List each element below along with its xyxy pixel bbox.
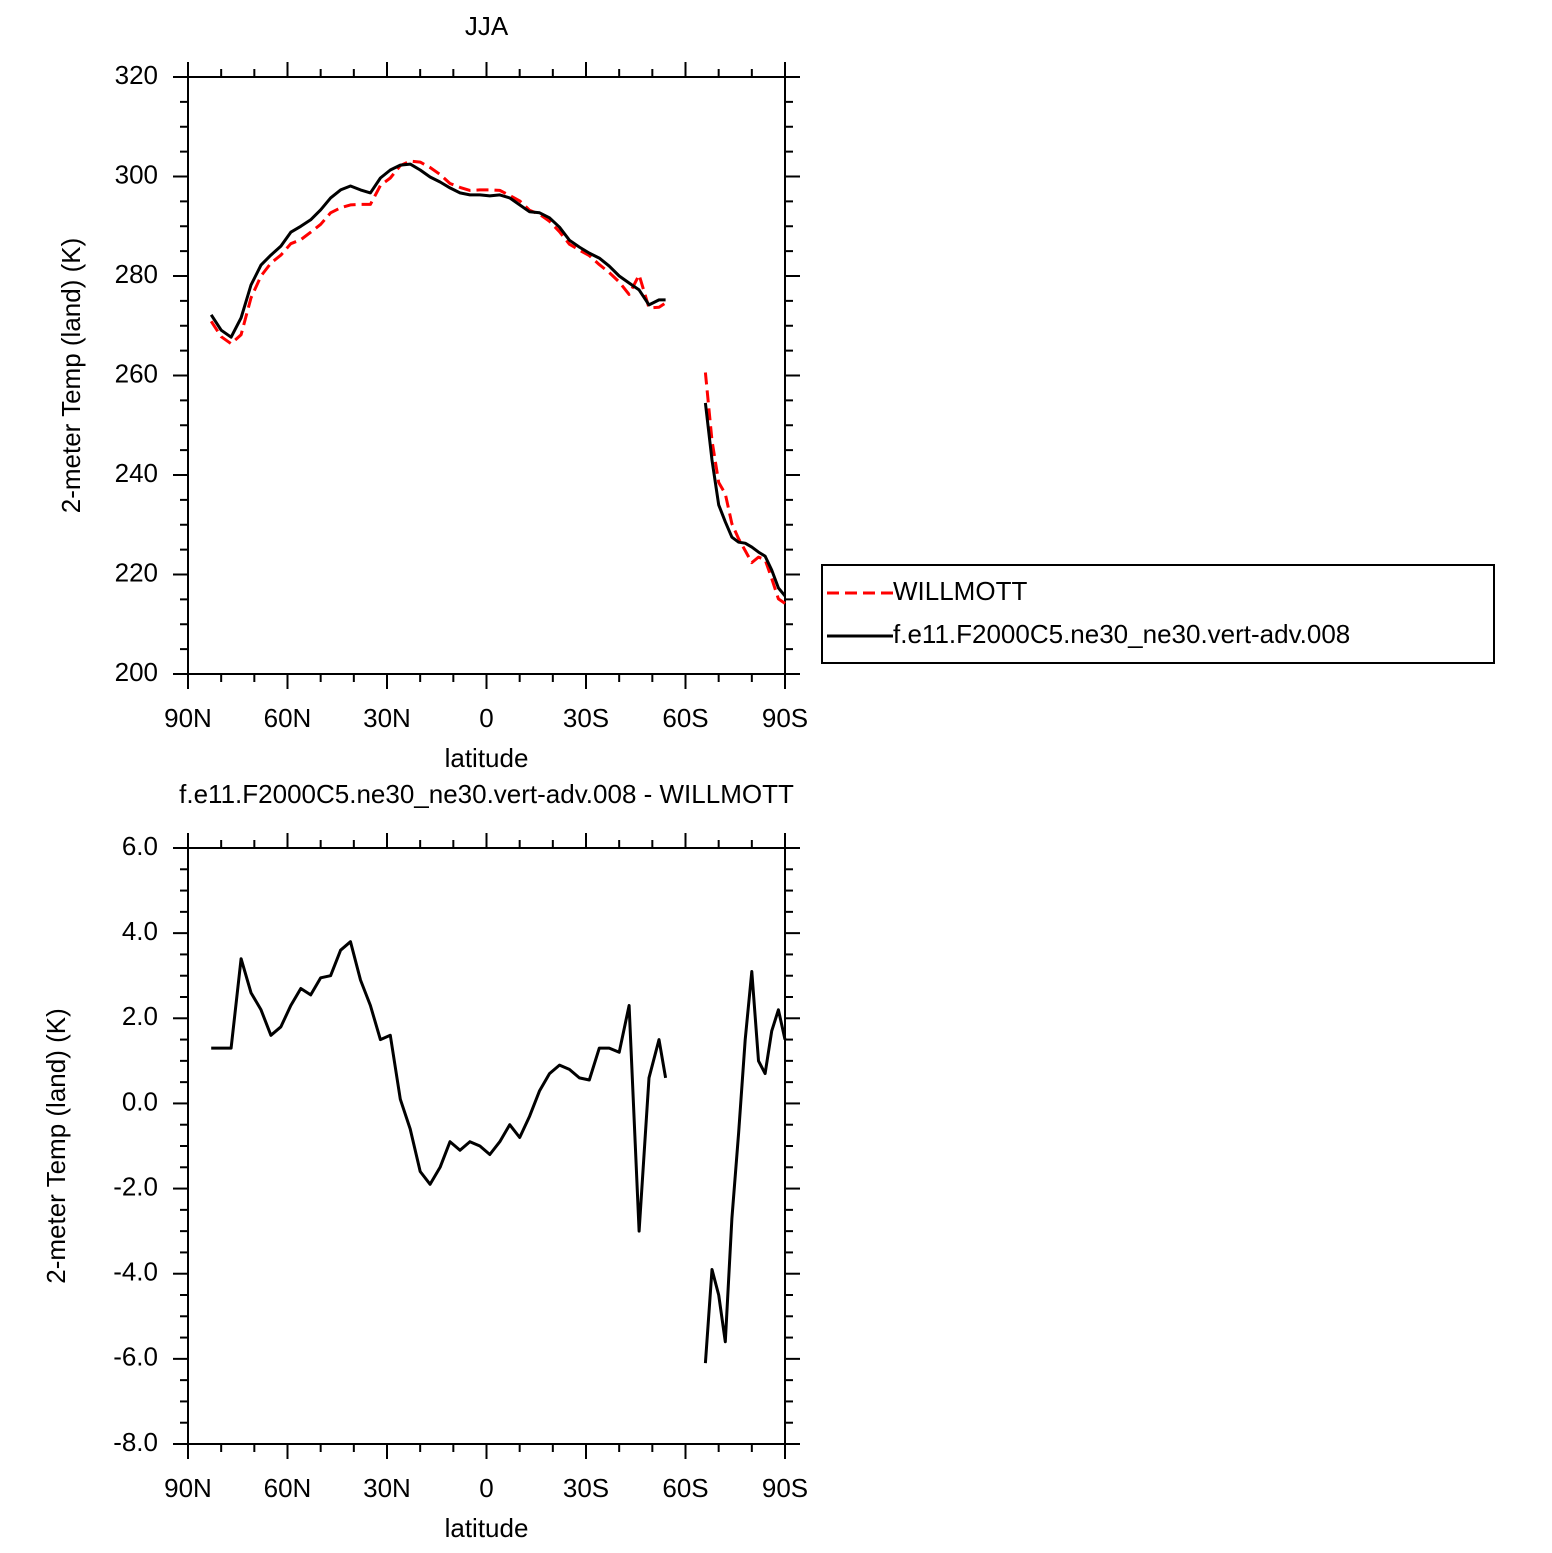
x-tick-label: 90S bbox=[762, 703, 808, 733]
y-axis-label: 2-meter Temp (land) (K) bbox=[41, 1008, 71, 1284]
x-tick-label: 60S bbox=[662, 1473, 708, 1503]
y-tick-label: 240 bbox=[115, 458, 158, 488]
x-tick-label: 60N bbox=[264, 703, 312, 733]
x-tick-label: 90N bbox=[164, 703, 212, 733]
y-tick-label: 4.0 bbox=[122, 916, 158, 946]
legend-label: WILLMOTT bbox=[893, 576, 1027, 606]
y-tick-label: -4.0 bbox=[113, 1257, 158, 1287]
legend-box bbox=[821, 564, 1495, 664]
plot-frame bbox=[187, 847, 786, 1445]
x-axis-label: latitude bbox=[445, 1513, 529, 1543]
x-tick-label: 90S bbox=[762, 1473, 808, 1503]
x-tick-label: 30S bbox=[563, 1473, 609, 1503]
y-tick-label: 280 bbox=[115, 259, 158, 289]
data-line bbox=[209, 162, 787, 597]
y-tick-label: -8.0 bbox=[113, 1427, 158, 1457]
plot-frame bbox=[187, 76, 786, 675]
y-tick-label: 0.0 bbox=[122, 1086, 158, 1116]
y-tick-label: 2.0 bbox=[122, 1001, 158, 1031]
x-tick-label: 60N bbox=[264, 1473, 312, 1503]
data-line bbox=[209, 159, 786, 605]
x-tick-label: 30N bbox=[363, 703, 411, 733]
y-tick-label: 300 bbox=[115, 159, 158, 189]
y-tick-label: 260 bbox=[115, 358, 158, 388]
x-axis-label: latitude bbox=[445, 743, 529, 773]
y-tick-label: 200 bbox=[115, 657, 158, 687]
y-tick-label: 6.0 bbox=[122, 831, 158, 861]
chart-title: f.e11.F2000C5.ne30_ne30.vert-adv.008 - W… bbox=[179, 779, 794, 809]
x-tick-label: 90N bbox=[164, 1473, 212, 1503]
y-tick-label: -2.0 bbox=[113, 1171, 158, 1201]
chart-title: JJA bbox=[465, 11, 509, 41]
x-tick-label: 60S bbox=[662, 703, 708, 733]
data-line bbox=[211, 940, 787, 1364]
legend-label: f.e11.F2000C5.ne30_ne30.vert-adv.008 bbox=[893, 619, 1350, 649]
x-tick-label: 30N bbox=[363, 1473, 411, 1503]
x-tick-label: 0 bbox=[479, 1473, 493, 1503]
x-tick-label: 0 bbox=[479, 703, 493, 733]
y-tick-label: 220 bbox=[115, 557, 158, 587]
x-tick-label: 30S bbox=[563, 703, 609, 733]
y-axis-label: 2-meter Temp (land) (K) bbox=[56, 238, 86, 514]
y-tick-label: -6.0 bbox=[113, 1342, 158, 1372]
y-tick-label: 320 bbox=[115, 60, 158, 90]
